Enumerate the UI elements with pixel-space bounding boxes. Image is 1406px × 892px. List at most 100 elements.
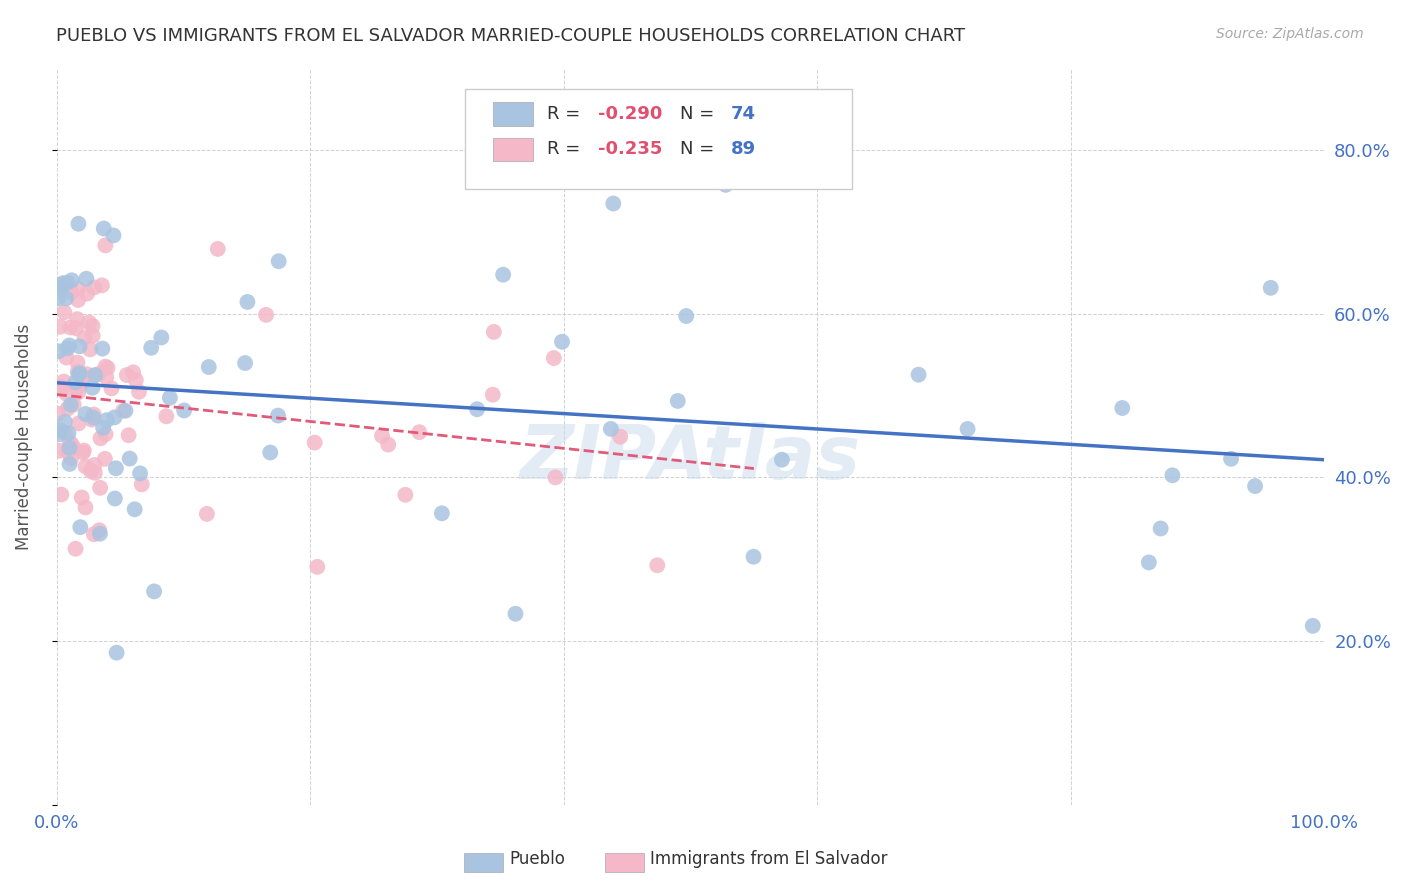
Point xyxy=(259,445,281,459)
Point xyxy=(66,312,89,326)
Point xyxy=(46,407,69,421)
Point xyxy=(956,422,979,436)
Point xyxy=(254,308,277,322)
Point xyxy=(65,541,87,556)
Point xyxy=(75,271,97,285)
Point xyxy=(481,388,503,402)
Text: ZIPAtlas: ZIPAtlas xyxy=(520,422,860,495)
Point xyxy=(131,477,153,491)
Point xyxy=(60,451,83,466)
Point xyxy=(48,443,70,458)
Text: 89: 89 xyxy=(731,141,756,159)
FancyBboxPatch shape xyxy=(492,103,533,126)
Point xyxy=(75,500,97,515)
Point xyxy=(118,451,141,466)
Point xyxy=(73,443,96,458)
Point xyxy=(1220,451,1243,466)
Point xyxy=(59,435,82,450)
Point xyxy=(58,443,80,458)
Point xyxy=(53,425,76,440)
Point xyxy=(675,309,697,323)
Point xyxy=(82,328,104,343)
Point xyxy=(69,366,91,380)
Point xyxy=(115,368,138,382)
Point xyxy=(1111,401,1133,415)
Point xyxy=(103,410,125,425)
Point xyxy=(56,276,79,290)
Point xyxy=(49,423,72,437)
Point xyxy=(233,356,256,370)
Point xyxy=(49,379,72,393)
Point xyxy=(122,365,145,379)
Point xyxy=(94,359,117,374)
Point xyxy=(62,440,84,454)
Text: 74: 74 xyxy=(731,105,756,123)
Point xyxy=(104,491,127,506)
Point xyxy=(599,422,621,436)
Point xyxy=(65,376,87,390)
Point xyxy=(1137,556,1160,570)
Point xyxy=(56,401,79,416)
Point xyxy=(67,217,90,231)
Text: N =: N = xyxy=(681,105,720,123)
Point xyxy=(75,407,97,421)
Point xyxy=(51,487,73,501)
Point xyxy=(195,507,218,521)
Point xyxy=(128,384,150,399)
Text: R =: R = xyxy=(547,105,586,123)
Point xyxy=(104,461,127,475)
Point xyxy=(394,488,416,502)
Point xyxy=(94,427,117,442)
Point xyxy=(62,398,84,412)
Point xyxy=(58,426,80,441)
Point xyxy=(58,441,80,455)
Point xyxy=(505,607,527,621)
Point xyxy=(602,196,624,211)
Point xyxy=(67,385,90,400)
Point xyxy=(304,435,326,450)
Point xyxy=(609,430,631,444)
Text: PUEBLO VS IMMIGRANTS FROM EL SALVADOR MARRIED-COUPLE HOUSEHOLDS CORRELATION CHAR: PUEBLO VS IMMIGRANTS FROM EL SALVADOR MA… xyxy=(56,27,966,45)
Point xyxy=(96,413,118,427)
Y-axis label: Married-couple Households: Married-couple Households xyxy=(15,324,32,549)
Point xyxy=(62,439,84,453)
Point xyxy=(56,342,79,356)
Point xyxy=(666,394,689,409)
Point xyxy=(46,292,69,306)
Point xyxy=(55,351,77,365)
Point xyxy=(53,415,76,429)
Point xyxy=(80,464,103,478)
Point xyxy=(59,320,82,334)
Point xyxy=(742,549,765,564)
Point xyxy=(103,228,125,243)
Point xyxy=(430,506,453,520)
Point xyxy=(76,286,98,301)
Point xyxy=(96,361,118,376)
Point xyxy=(91,421,114,435)
Point xyxy=(94,238,117,252)
Point xyxy=(48,344,70,359)
Point xyxy=(1149,521,1171,535)
Point xyxy=(125,373,148,387)
Point xyxy=(55,291,77,305)
Point xyxy=(69,520,91,534)
Point xyxy=(67,367,90,381)
Point xyxy=(75,459,97,474)
Point xyxy=(100,381,122,395)
Point xyxy=(141,341,163,355)
Point xyxy=(1244,479,1267,493)
Point xyxy=(551,334,574,349)
Point xyxy=(492,268,515,282)
Point xyxy=(60,285,83,300)
Point xyxy=(49,278,72,293)
Point xyxy=(59,398,82,412)
Point xyxy=(89,481,111,495)
Point xyxy=(93,221,115,235)
Point xyxy=(1302,619,1324,633)
Point xyxy=(124,502,146,516)
Point xyxy=(307,559,329,574)
Point xyxy=(55,386,77,401)
Point xyxy=(70,376,93,391)
Point xyxy=(58,457,80,471)
Point xyxy=(83,527,105,541)
